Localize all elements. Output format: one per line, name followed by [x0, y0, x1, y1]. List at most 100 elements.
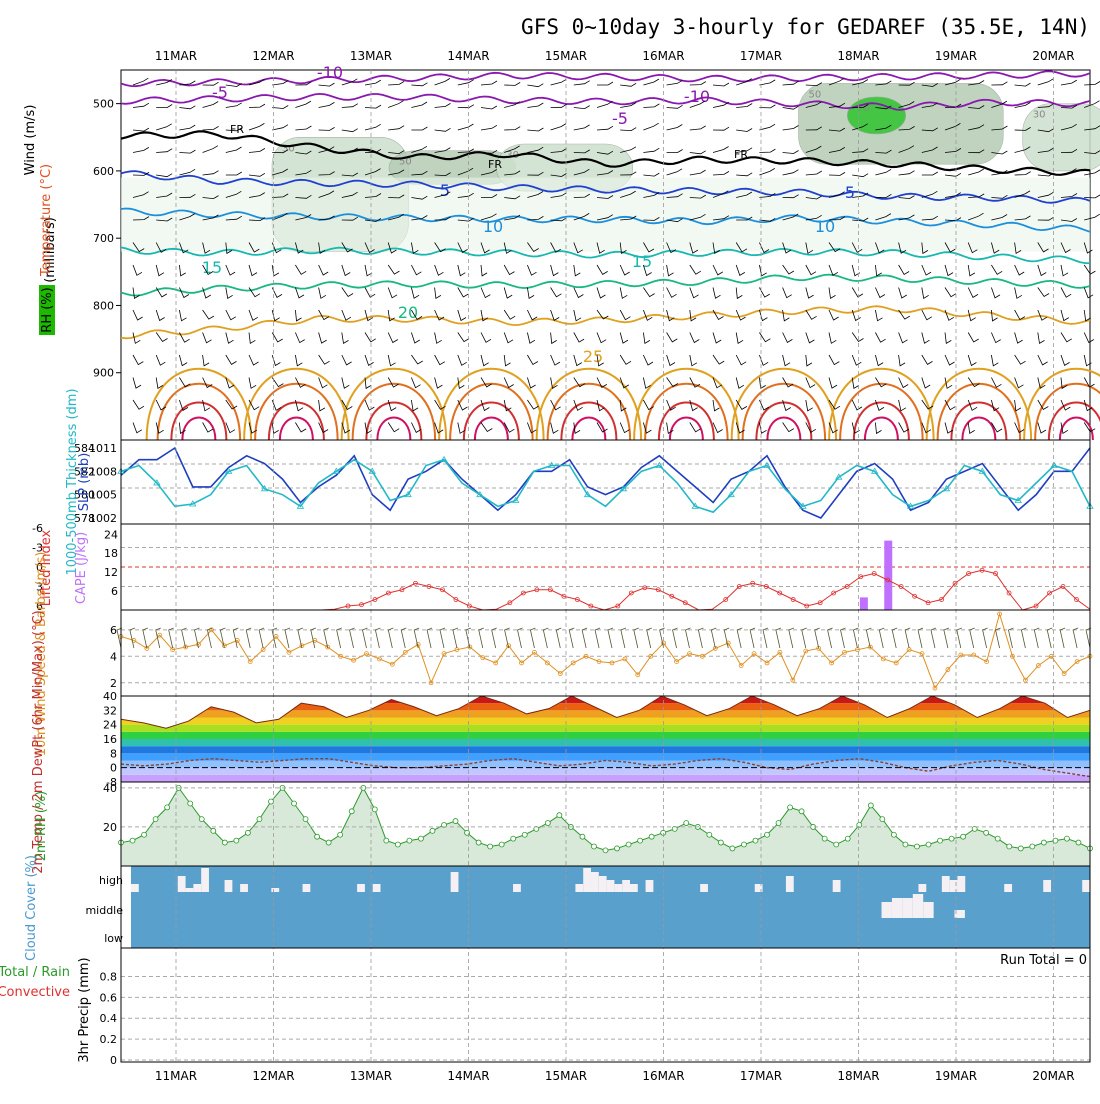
wind-barb-28	[478, 627, 484, 649]
barb-19-13	[573, 377, 586, 388]
barb-17-10	[527, 309, 538, 321]
thick-marker-10	[296, 502, 305, 509]
wind-marker-71	[1035, 663, 1041, 668]
wind-marker-53	[803, 648, 809, 654]
li-marker-56	[1074, 597, 1079, 602]
barb-15-14	[480, 399, 490, 412]
barb-35-11	[944, 332, 952, 345]
wind-barb-71	[1033, 627, 1040, 649]
li-marker-8	[426, 584, 432, 589]
barb-15-8	[480, 264, 488, 277]
barb-16-0	[504, 82, 521, 86]
wind-marker-24	[428, 680, 434, 686]
barb-21-5	[620, 190, 636, 198]
barb-41-8	[1083, 264, 1096, 275]
loop-9-1	[1034, 382, 1100, 441]
barb-30-7	[828, 242, 841, 253]
barb-35-3	[944, 148, 962, 153]
barb-25-8	[712, 264, 724, 276]
temp-label-7: 10	[815, 217, 835, 236]
rh2m-tick-1: 40	[103, 782, 117, 795]
barb-30-13	[828, 377, 838, 389]
wind-marker-27	[467, 644, 473, 650]
barb-5-15	[248, 422, 258, 434]
barb-11-9	[387, 287, 398, 299]
barb-3-2	[202, 126, 219, 131]
date-bottom-3: 14MAR	[447, 1069, 489, 1083]
wind-marker-36	[583, 653, 589, 659]
wind-barb-21	[387, 627, 394, 649]
wind-marker-19	[364, 651, 369, 657]
rh2m-marker-44	[625, 841, 632, 848]
barb-8-0	[318, 82, 335, 87]
barb-25-11	[712, 332, 722, 344]
wind-marker-47	[725, 640, 731, 646]
date-top-6: 17MAR	[740, 49, 782, 63]
barb-3-7	[202, 242, 211, 254]
barb-13-0	[434, 78, 451, 86]
barb-27-14	[759, 399, 770, 411]
temp-tick-5: 32	[103, 704, 117, 717]
barb-2-8	[179, 264, 186, 277]
barb-34-7	[921, 242, 929, 255]
barb-24-10	[689, 309, 697, 322]
wind-marker-12	[273, 634, 279, 639]
cloud-high-31	[372, 884, 381, 892]
barb-8-14	[318, 399, 326, 412]
barb-12-0	[411, 82, 428, 87]
rh2m-marker-41	[591, 843, 597, 850]
barb-0-12	[132, 354, 144, 366]
rh2m-marker-74	[971, 825, 978, 832]
barb-24-12	[689, 354, 698, 367]
barb-6-0	[272, 80, 289, 86]
p-ticklabel-0: 500	[93, 98, 114, 111]
wind-barb-2	[142, 627, 148, 649]
rh2m-marker-27	[429, 827, 436, 834]
barb-22-4	[643, 172, 660, 177]
barb-29-13	[805, 377, 816, 389]
barb-19-12	[573, 354, 583, 367]
barb-10-8	[364, 264, 373, 277]
barb-23-1	[666, 104, 683, 109]
barb-26-7	[735, 242, 748, 253]
barb-17-2	[527, 127, 544, 132]
wind-barb-51	[775, 627, 782, 649]
barb-6-15	[271, 422, 279, 435]
wind-barb-19	[362, 627, 368, 649]
barb-40-13	[1060, 377, 1068, 390]
barb-18-5	[550, 192, 567, 198]
date-top-4: 15MAR	[545, 49, 587, 63]
barb-7-2	[295, 125, 312, 131]
barb-13-5	[434, 191, 451, 198]
barb-19-0	[573, 80, 590, 86]
li-marker-50	[993, 571, 998, 576]
barb-28-12	[782, 354, 791, 367]
barb-15-6	[480, 213, 497, 221]
wind-marker-58	[867, 644, 873, 650]
barb-24-6	[689, 213, 706, 221]
barb-10-13	[364, 377, 372, 390]
barb-15-9	[480, 287, 491, 299]
temp-label-10: 20	[398, 303, 418, 322]
wind-marker-67	[984, 659, 990, 664]
wind-barb-56	[840, 627, 846, 649]
barb-27-8	[759, 264, 767, 277]
rh2m-marker-56	[764, 831, 770, 838]
barb-40-0	[1060, 79, 1078, 86]
li-marker-53	[1033, 603, 1039, 609]
rh-region-4	[846, 96, 907, 135]
wind-barb-62	[917, 627, 924, 649]
barb-15-10	[480, 309, 489, 322]
barb-29-6	[805, 214, 822, 221]
p-ticklabel-3: 800	[93, 299, 114, 312]
barb-35-2	[944, 123, 961, 131]
barb-28-2	[782, 125, 799, 131]
temp-band-7	[121, 724, 1090, 732]
barb-26-15	[735, 422, 745, 434]
barb-24-4	[689, 169, 706, 176]
barb-9-8	[341, 264, 351, 277]
cloud-high-73	[700, 884, 708, 892]
barb-3-0	[202, 81, 219, 86]
rh2m-marker-53	[729, 845, 736, 852]
barb-7-15	[295, 422, 307, 433]
